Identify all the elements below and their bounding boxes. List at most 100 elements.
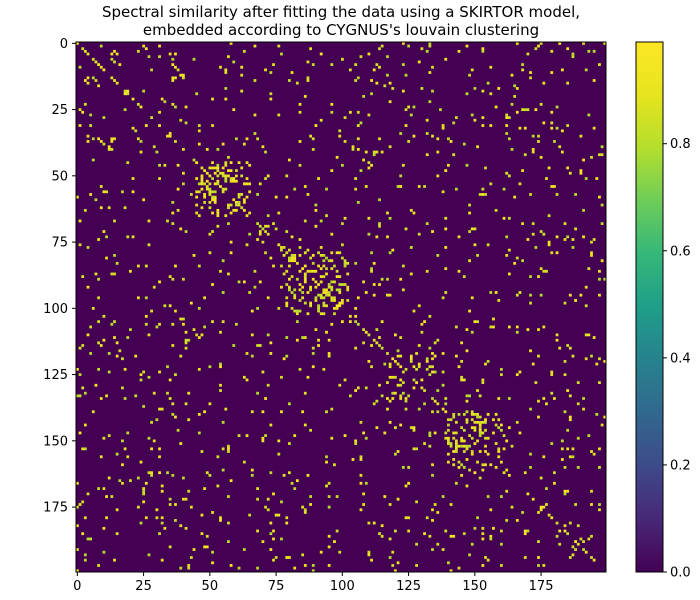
heatmap-cell xyxy=(444,216,448,220)
heatmap-cell xyxy=(253,113,257,117)
heatmap-cell xyxy=(468,230,471,233)
heatmap-cell xyxy=(303,272,307,276)
heatmap-cell xyxy=(531,222,535,225)
heatmap-cell xyxy=(497,455,501,459)
heatmap-cell xyxy=(550,121,554,125)
heatmap-cell xyxy=(447,460,450,464)
heatmap-cell xyxy=(478,431,482,435)
heatmap-cell xyxy=(200,513,204,517)
heatmap-cell xyxy=(523,108,527,112)
heatmap-cell xyxy=(224,163,228,167)
heatmap-cell xyxy=(441,383,445,387)
heatmap-cell xyxy=(118,349,122,353)
heatmap-cell xyxy=(582,42,585,45)
heatmap-cell xyxy=(311,346,315,350)
heatmap-cell xyxy=(399,394,403,398)
heatmap-cell xyxy=(454,442,458,445)
heatmap-cell xyxy=(481,526,485,530)
heatmap-cell xyxy=(216,208,220,212)
heatmap-cell xyxy=(494,466,498,469)
heatmap-cell xyxy=(280,246,283,249)
heatmap-cell xyxy=(288,79,291,82)
y-tick-label: 75 xyxy=(51,236,68,251)
heatmap-cell xyxy=(219,330,222,334)
heatmap-cell xyxy=(391,564,395,567)
heatmap-cell xyxy=(272,558,275,562)
heatmap-cell xyxy=(89,193,93,196)
heatmap-cell xyxy=(168,132,172,135)
heatmap-cell xyxy=(314,328,318,331)
heatmap-cell xyxy=(526,492,530,496)
heatmap-cell xyxy=(428,373,432,377)
heatmap-cell xyxy=(465,163,469,167)
heatmap-cell xyxy=(129,328,132,331)
y-tick-label: 0 xyxy=(60,37,68,52)
heatmap-cell xyxy=(245,195,249,199)
heatmap-cell xyxy=(94,272,98,276)
heatmap-cell xyxy=(354,177,358,180)
heatmap-cell xyxy=(274,556,278,559)
heatmap-cell xyxy=(380,534,384,538)
heatmap-cell xyxy=(219,362,222,366)
heatmap-cell xyxy=(333,296,336,300)
heatmap-cell xyxy=(367,166,371,170)
heatmap-cell xyxy=(134,129,138,133)
heatmap-cell xyxy=(428,314,432,318)
heatmap-cell xyxy=(83,558,87,562)
heatmap-cell xyxy=(409,272,413,276)
heatmap-cell xyxy=(367,52,371,56)
heatmap-cell xyxy=(184,497,188,501)
heatmap-cell xyxy=(568,455,572,459)
heatmap-cell xyxy=(338,251,342,255)
heatmap-cell xyxy=(399,277,403,281)
heatmap-cell xyxy=(144,314,148,318)
heatmap-cell xyxy=(227,272,230,276)
heatmap-cell xyxy=(147,243,151,247)
heatmap-cell xyxy=(518,126,522,130)
heatmap-cell xyxy=(582,407,585,411)
heatmap-cell xyxy=(510,148,514,151)
heatmap-cell xyxy=(248,163,252,167)
heatmap-cell xyxy=(378,336,381,339)
heatmap-cell xyxy=(155,516,159,520)
heatmap-cell xyxy=(335,288,339,292)
heatmap-cell xyxy=(598,508,601,512)
heatmap-cell xyxy=(417,344,421,347)
heatmap-cell xyxy=(139,140,143,143)
heatmap-cell xyxy=(253,79,257,82)
heatmap-cell xyxy=(195,177,199,180)
heatmap-cell xyxy=(481,564,485,567)
heatmap-cell xyxy=(444,169,448,172)
heatmap-cell xyxy=(401,288,405,292)
heatmap-cell xyxy=(454,325,458,329)
heatmap-cell xyxy=(428,44,432,48)
heatmap-cell xyxy=(468,434,471,437)
heatmap-cell xyxy=(187,391,191,395)
heatmap-cell xyxy=(78,124,82,127)
heatmap-cell xyxy=(399,397,403,400)
heatmap-cell xyxy=(229,479,233,483)
heatmap-cell xyxy=(370,267,373,271)
heatmap-cell xyxy=(513,261,517,265)
heatmap-cell xyxy=(391,357,395,361)
heatmap-cell xyxy=(253,132,257,135)
heatmap-cell xyxy=(211,561,214,565)
heatmap-cell xyxy=(290,259,294,263)
heatmap-cell xyxy=(542,397,546,400)
heatmap-cell xyxy=(523,532,527,536)
heatmap-cell xyxy=(526,52,530,56)
heatmap-cell xyxy=(118,63,122,66)
y-tick-label: 100 xyxy=(43,302,68,317)
heatmap-cell xyxy=(229,179,233,183)
heatmap-cell xyxy=(187,566,191,570)
heatmap-cell xyxy=(537,275,540,278)
heatmap-cell xyxy=(378,222,381,225)
heatmap-cell xyxy=(309,503,312,506)
heatmap-cell xyxy=(420,47,424,51)
heatmap-cell xyxy=(123,397,127,400)
heatmap-cell xyxy=(412,426,416,430)
heatmap-cell xyxy=(266,333,270,337)
heatmap-cell xyxy=(322,296,326,300)
heatmap-cell xyxy=(174,65,177,69)
heatmap-cell xyxy=(240,206,244,210)
